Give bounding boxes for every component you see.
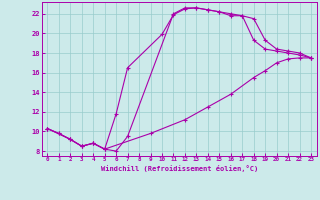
X-axis label: Windchill (Refroidissement éolien,°C): Windchill (Refroidissement éolien,°C)	[100, 165, 258, 172]
